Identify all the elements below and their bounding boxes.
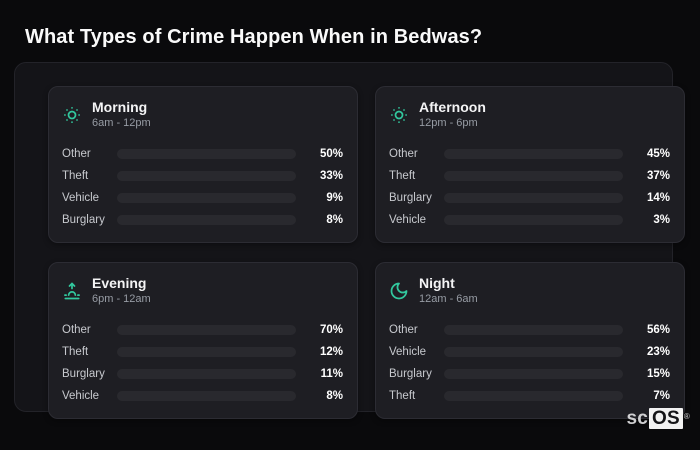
crime-type-label: Theft	[389, 170, 416, 183]
bar-track	[117, 215, 296, 226]
logo-suffix: OS	[649, 408, 683, 429]
crime-type-label: Vehicle	[389, 346, 427, 359]
bar-rows: Other 56% Vehicle 23% Burglary 15% Theft 7%	[389, 319, 670, 407]
crime-type-label: Burglary	[389, 368, 432, 381]
bar-track	[117, 369, 296, 380]
bar-row-other: Other 45%	[389, 143, 670, 165]
crime-type-label: Theft	[62, 170, 89, 183]
panel-header: Morning 6am - 12pm	[62, 99, 343, 130]
panel-header: Evening 6pm - 12am	[62, 275, 343, 306]
bar-track	[117, 325, 296, 336]
percentage-value: 15%	[646, 368, 670, 381]
panel-afternoon: Afternoon 12pm - 6pm Other 45% Theft 37% Bur…	[375, 86, 685, 243]
panel-time-range: 12pm - 6pm	[419, 117, 478, 130]
crime-type-label: Burglary	[389, 192, 432, 205]
percentage-value: 11%	[320, 368, 343, 381]
crime-type-label: Other	[389, 148, 418, 161]
crime-type-label: Vehicle	[62, 192, 100, 205]
percentage-value: 12%	[319, 346, 343, 359]
bar-track	[444, 391, 623, 402]
bar-track	[444, 193, 623, 204]
logo-prefix: sc	[626, 408, 649, 429]
panel-header: Night 12am - 6am	[389, 275, 670, 306]
sunrise-icon	[62, 281, 82, 301]
registered-mark: ®	[683, 412, 690, 421]
bar-row-theft: Theft 12%	[62, 341, 343, 363]
crime-type-label: Burglary	[62, 214, 105, 227]
crime-type-label: Other	[62, 148, 91, 161]
panels-grid: Morning 6am - 12pm Other 50% Theft 33% Vehic…	[48, 86, 685, 419]
percentage-value: 7%	[653, 390, 670, 403]
panel-morning: Morning 6am - 12pm Other 50% Theft 33% Vehic…	[48, 86, 358, 243]
scos-logo: sc OS ®	[626, 406, 690, 432]
bar-track	[444, 325, 623, 336]
crime-type-label: Other	[62, 324, 91, 337]
bar-rows: Other 45% Theft 37% Burglary 14% Vehicle 3%	[389, 143, 670, 231]
crime-type-label: Burglary	[62, 368, 105, 381]
panel-evening: Evening 6pm - 12am Other 70% Theft 12% Burgl…	[48, 262, 358, 419]
bar-track	[444, 347, 623, 358]
sun-dim-icon	[62, 105, 82, 125]
percentage-value: 50%	[319, 148, 343, 161]
crime-type-label: Theft	[389, 390, 416, 403]
panel-night: Night 12am - 6am Other 56% Vehicle 23% Burgl…	[375, 262, 685, 419]
crime-type-label: Vehicle	[389, 214, 427, 227]
percentage-value: 33%	[319, 170, 343, 183]
page-title: What Types of Crime Happen When in Bedwa…	[25, 26, 483, 48]
percentage-value: 8%	[326, 214, 343, 227]
bar-track	[117, 171, 296, 182]
percentage-value: 56%	[646, 324, 670, 337]
bar-track	[117, 347, 296, 358]
bar-track	[117, 149, 296, 160]
panel-time-range: 12am - 6am	[419, 293, 478, 306]
bar-row-vehicle: Vehicle 8%	[62, 385, 343, 407]
panel-title: Night	[419, 275, 455, 291]
bar-row-vehicle: Vehicle 23%	[389, 341, 670, 363]
percentage-value: 23%	[646, 346, 670, 359]
bar-track	[117, 391, 296, 402]
percentage-value: 70%	[319, 324, 343, 337]
percentage-value: 8%	[326, 390, 343, 403]
panel-time-range: 6am - 12pm	[92, 117, 151, 130]
bar-rows: Other 70% Theft 12% Burglary 11% Vehicle 8%	[62, 319, 343, 407]
percentage-value: 3%	[653, 214, 670, 227]
panel-time-range: 6pm - 12am	[92, 293, 151, 306]
percentage-value: 9%	[326, 192, 343, 205]
bar-row-burglary: Burglary 11%	[62, 363, 343, 385]
bar-track	[444, 149, 623, 160]
bar-row-vehicle: Vehicle 9%	[62, 187, 343, 209]
crime-type-label: Theft	[62, 346, 89, 359]
bar-track	[444, 215, 623, 226]
bar-track	[444, 369, 623, 380]
bar-row-theft: Theft 7%	[389, 385, 670, 407]
bar-row-theft: Theft 33%	[62, 165, 343, 187]
percentage-value: 37%	[646, 170, 670, 183]
bar-track	[444, 171, 623, 182]
sun-dim-icon	[389, 105, 409, 125]
bar-row-burglary: Burglary 8%	[62, 209, 343, 231]
percentage-value: 14%	[646, 192, 670, 205]
panel-header: Afternoon 12pm - 6pm	[389, 99, 670, 130]
moon-icon	[389, 281, 409, 301]
bar-row-theft: Theft 37%	[389, 165, 670, 187]
panel-title: Evening	[92, 275, 147, 291]
panel-title: Morning	[92, 99, 148, 115]
percentage-value: 45%	[646, 148, 670, 161]
bar-track	[117, 193, 296, 204]
panel-title: Afternoon	[419, 99, 486, 115]
bar-row-other: Other 70%	[62, 319, 343, 341]
bar-rows: Other 50% Theft 33% Vehicle 9% Burglary 8%	[62, 143, 343, 231]
bar-row-other: Other 56%	[389, 319, 670, 341]
bar-row-burglary: Burglary 15%	[389, 363, 670, 385]
crime-type-label: Vehicle	[62, 390, 100, 403]
bar-row-other: Other 50%	[62, 143, 343, 165]
bar-row-burglary: Burglary 14%	[389, 187, 670, 209]
bar-row-vehicle: Vehicle 3%	[389, 209, 670, 231]
crime-type-label: Other	[389, 324, 418, 337]
